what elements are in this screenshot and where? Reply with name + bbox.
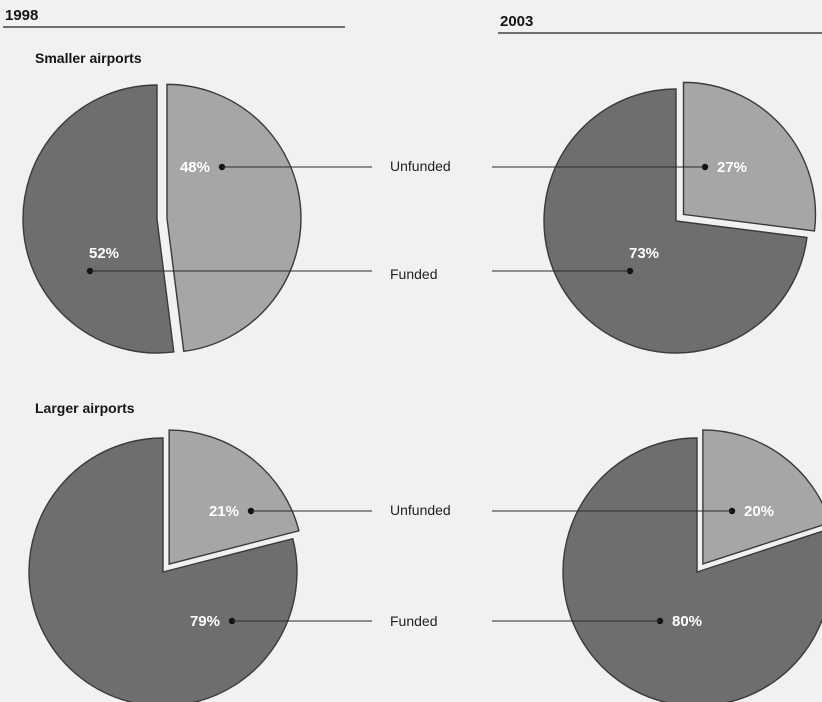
slice-unfunded: [702, 429, 822, 565]
slice-unfunded: [168, 429, 300, 566]
percent-label-unfunded: 48%: [180, 159, 210, 176]
percent-label-unfunded: 21%: [209, 503, 239, 520]
leader-lines: [90, 166, 732, 622]
slice-unfunded: [166, 83, 302, 353]
pie-smaller-1998: 48% 52%: [22, 83, 302, 354]
slice-funded: [562, 437, 822, 702]
row-label-larger-airports: Larger airports: [35, 400, 135, 416]
pie-smaller-2003: 27% 73%: [543, 81, 817, 354]
percent-label-funded: 80%: [672, 613, 702, 630]
row-label-smaller-airports: Smaller airports: [35, 50, 142, 66]
column-header-2003: 2003: [500, 13, 533, 30]
pie-larger-1998: 21% 79%: [28, 429, 300, 702]
percent-label-unfunded: 20%: [744, 503, 774, 520]
column-header-1998: 1998: [5, 7, 38, 24]
mid-label-unfunded-bottom: Unfunded: [390, 502, 451, 518]
pie-larger-2003: 20% 80%: [562, 429, 822, 702]
percent-label-funded: 52%: [89, 245, 119, 262]
percent-label-funded: 73%: [629, 245, 659, 262]
percent-label-funded: 79%: [190, 613, 220, 630]
percent-label-unfunded: 27%: [717, 159, 747, 176]
slice-unfunded: [682, 81, 817, 232]
slice-funded: [22, 84, 175, 354]
mid-label-funded-top: Funded: [390, 266, 437, 282]
mid-label-unfunded-top: Unfunded: [390, 158, 451, 174]
slice-funded: [543, 88, 808, 354]
slice-funded: [28, 437, 298, 702]
mid-label-funded-bottom: Funded: [390, 613, 437, 629]
